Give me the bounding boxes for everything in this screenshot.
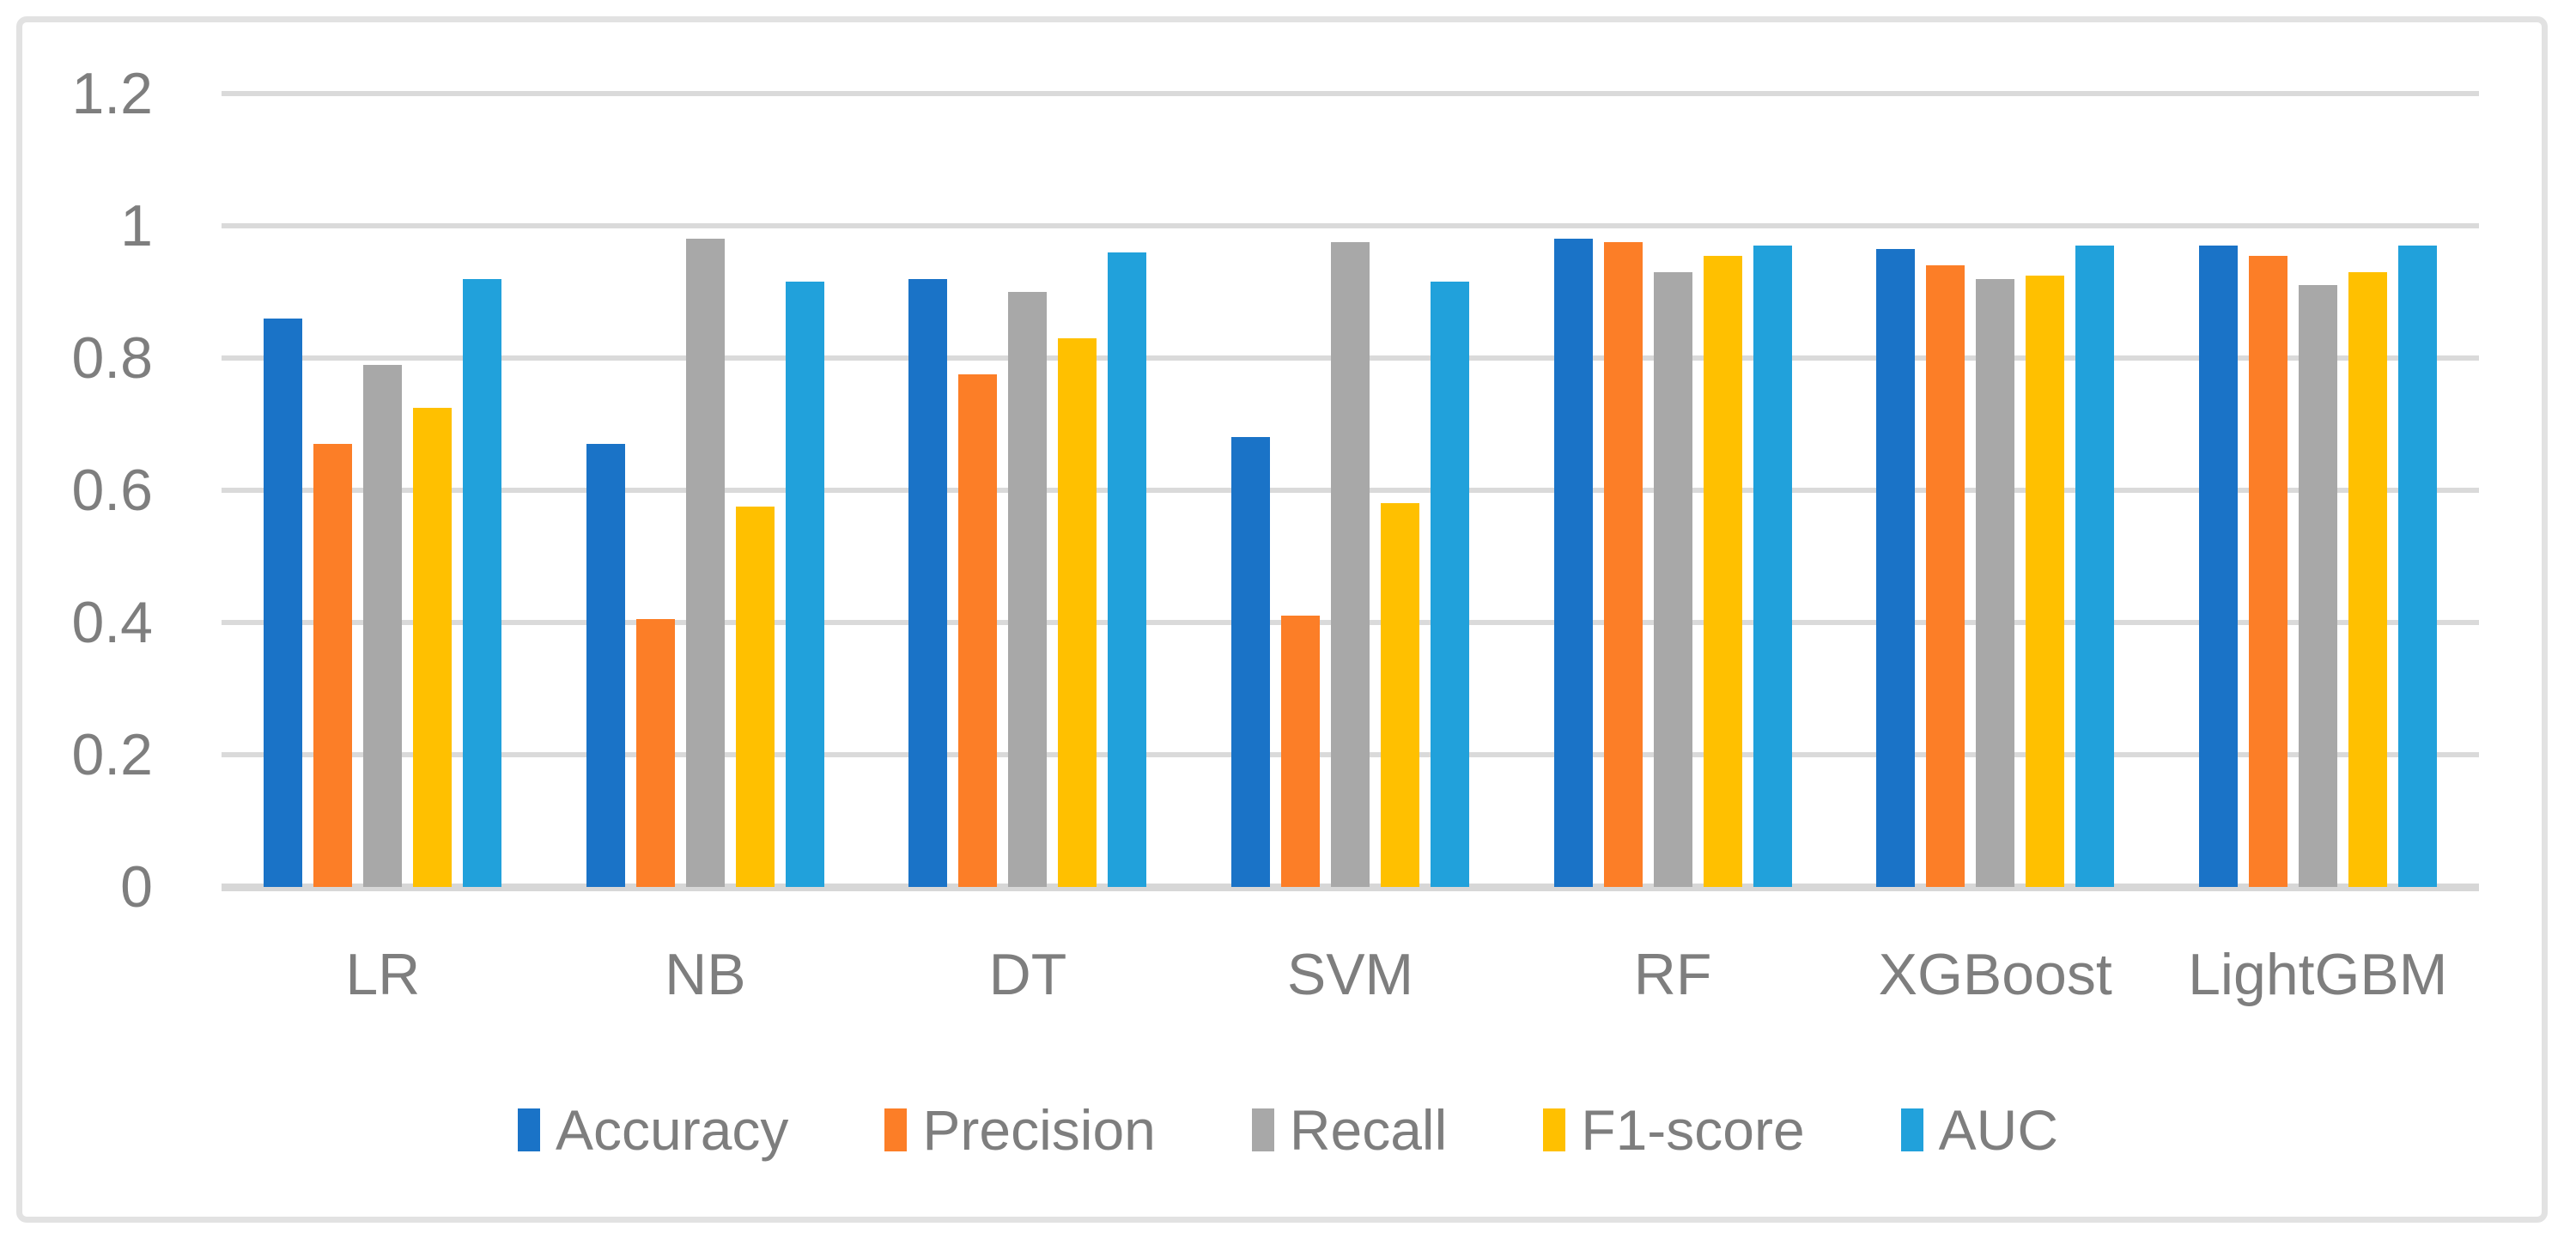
y-tick-label-1: 1 [120, 193, 153, 258]
bar-group-RF [1511, 94, 1834, 887]
y-tick-label-0.4: 0.4 [71, 590, 153, 655]
bar-XGBoost-F1-score [2026, 275, 2065, 887]
bar-NB-Recall [685, 239, 725, 887]
legend-item-F1-score: F1-score [1543, 1097, 1805, 1163]
bar-SVM-Precision [1281, 616, 1321, 887]
bar-DT-Recall [1008, 292, 1048, 887]
x-tick-label-RF: RF [1633, 942, 1712, 1007]
x-tick-label-LightGBM: LightGBM [2188, 942, 2448, 1007]
bar-XGBoost-Recall [1976, 278, 2015, 887]
legend-swatch-icon [1543, 1108, 1566, 1151]
legend-swatch-icon [884, 1108, 908, 1151]
bar-NB-Accuracy [586, 444, 625, 887]
legend-item-AUC: AUC [1900, 1097, 2059, 1163]
legend-item-Precision: Precision [884, 1097, 1156, 1163]
x-tick-label-LR: LR [345, 942, 421, 1007]
x-axis-line [222, 883, 2479, 891]
legend-item-Accuracy: Accuracy [517, 1097, 789, 1163]
x-axis-category-labels: LR NB DT SVM RF XGBoost LightGBM [222, 941, 2479, 1008]
legend-label: Precision [922, 1098, 1156, 1162]
legend-item-Recall: Recall [1251, 1097, 1448, 1163]
gridline-1.2 [222, 91, 2479, 96]
bar-NB-F1-score [735, 507, 775, 887]
bar-NB-AUC [785, 282, 824, 887]
bar-XGBoost-Precision [1926, 265, 1965, 887]
bar-group-XGBoost [1834, 94, 2157, 887]
bar-RF-AUC [1753, 246, 1792, 887]
y-tick-label-1.2: 1.2 [71, 61, 153, 126]
y-tick-label-0.6: 0.6 [71, 458, 153, 523]
bar-group-SVM [1189, 94, 1512, 887]
bar-group-LR [222, 94, 544, 887]
bar-RF-Recall [1653, 271, 1692, 887]
bar-LR-F1-score [413, 407, 453, 887]
legend-swatch-icon [1251, 1108, 1274, 1151]
bar-XGBoost-AUC [2075, 246, 2115, 887]
bar-RF-F1-score [1703, 255, 1742, 887]
y-axis-tick-labels: 0 0.2 0.4 0.6 0.8 1 1.2 [0, 0, 153, 1251]
bar-LR-Recall [363, 364, 403, 887]
bar-DT-AUC [1108, 252, 1147, 887]
bar-SVM-AUC [1431, 282, 1470, 887]
y-tick-label-0.2: 0.2 [71, 722, 153, 787]
bar-SVM-F1-score [1381, 503, 1420, 887]
bar-LightGBM-F1-score [2348, 271, 2387, 887]
x-tick-label-NB: NB [665, 942, 746, 1007]
bar-LR-AUC [463, 278, 502, 887]
bar-LR-Precision [313, 444, 353, 887]
bar-SVM-Recall [1331, 242, 1370, 887]
x-tick-label-SVM: SVM [1286, 942, 1414, 1007]
bar-XGBoost-Accuracy [1876, 248, 1916, 887]
bar-DT-F1-score [1058, 337, 1097, 887]
legend-swatch-icon [1900, 1108, 1923, 1151]
y-tick-label-0.8: 0.8 [71, 325, 153, 391]
bar-group-NB [544, 94, 867, 887]
bar-SVM-Accuracy [1231, 437, 1271, 887]
x-tick-label-DT: DT [988, 942, 1067, 1007]
chart-legend: Accuracy Precision Recall F1-score AUC [0, 1097, 2576, 1163]
bar-group-DT [866, 94, 1189, 887]
gridline-1 [222, 223, 2479, 228]
legend-label: Accuracy [555, 1098, 789, 1162]
bar-LR-Accuracy [264, 318, 303, 887]
bar-LightGBM-AUC [2397, 246, 2437, 887]
bar-RF-Accuracy [1553, 239, 1593, 887]
bar-LightGBM-Accuracy [2198, 246, 2238, 887]
legend-label: AUC [1938, 1098, 2059, 1162]
bar-DT-Accuracy [908, 278, 948, 887]
y-tick-label-0: 0 [120, 854, 153, 920]
bar-LightGBM-Precision [2248, 255, 2287, 887]
bar-DT-Precision [958, 374, 998, 887]
bar-plot-area [222, 94, 2479, 887]
bar-NB-Precision [635, 619, 675, 887]
legend-label: Recall [1289, 1098, 1448, 1162]
bar-LightGBM-Recall [2298, 285, 2337, 887]
x-tick-label-XGBoost: XGBoost [1878, 942, 2112, 1007]
bar-RF-Precision [1603, 242, 1643, 887]
bar-group-LightGBM [2156, 94, 2479, 887]
legend-label: F1-score [1581, 1098, 1805, 1162]
legend-swatch-icon [517, 1108, 540, 1151]
